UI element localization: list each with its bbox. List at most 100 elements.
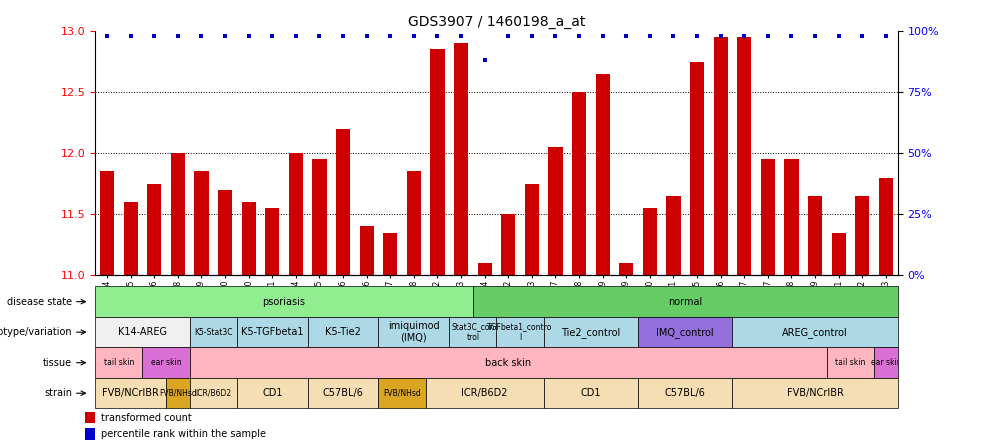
Bar bbox=[289, 153, 303, 275]
Bar bbox=[425, 378, 543, 408]
Bar bbox=[731, 317, 897, 347]
Bar bbox=[194, 171, 208, 275]
Point bbox=[359, 32, 375, 40]
Bar bbox=[241, 202, 256, 275]
Text: disease state: disease state bbox=[7, 297, 72, 307]
Point bbox=[216, 32, 232, 40]
Point bbox=[476, 57, 492, 64]
Point bbox=[735, 32, 752, 40]
Text: strain: strain bbox=[44, 388, 72, 398]
Bar bbox=[336, 129, 350, 275]
Text: CD1: CD1 bbox=[580, 388, 600, 398]
Bar bbox=[736, 37, 750, 275]
Bar bbox=[236, 317, 308, 347]
Bar bbox=[472, 286, 897, 317]
Text: TGFbeta1_contro
l: TGFbeta1_contro l bbox=[487, 322, 552, 342]
Point bbox=[500, 32, 516, 40]
Bar bbox=[360, 226, 374, 275]
Bar bbox=[142, 348, 189, 378]
Text: transformed count: transformed count bbox=[101, 413, 191, 424]
Bar bbox=[85, 412, 95, 424]
Text: tissue: tissue bbox=[43, 358, 72, 368]
Bar bbox=[731, 378, 897, 408]
Bar bbox=[308, 378, 378, 408]
Bar bbox=[543, 378, 637, 408]
Text: IMQ_control: IMQ_control bbox=[656, 327, 713, 337]
Text: C57BL/6: C57BL/6 bbox=[323, 388, 363, 398]
Bar bbox=[189, 348, 826, 378]
Bar bbox=[95, 317, 189, 347]
Text: FVB/NCrIBR: FVB/NCrIBR bbox=[786, 388, 843, 398]
Text: Stat3C_con
trol: Stat3C_con trol bbox=[451, 322, 494, 342]
Point bbox=[264, 32, 280, 40]
Bar bbox=[571, 92, 585, 275]
Bar bbox=[873, 348, 897, 378]
Bar bbox=[170, 153, 184, 275]
Point bbox=[783, 32, 799, 40]
Text: percentile rank within the sample: percentile rank within the sample bbox=[101, 429, 266, 440]
Bar bbox=[637, 378, 731, 408]
Bar bbox=[808, 196, 822, 275]
Bar bbox=[524, 184, 538, 275]
Text: ICR/B6D2: ICR/B6D2 bbox=[461, 388, 507, 398]
Point bbox=[193, 32, 209, 40]
Bar bbox=[189, 378, 236, 408]
Text: C57BL/6: C57BL/6 bbox=[664, 388, 705, 398]
Text: FVB/NHsd: FVB/NHsd bbox=[383, 388, 421, 398]
Bar bbox=[407, 171, 421, 275]
Point bbox=[99, 32, 115, 40]
Text: K14-AREG: K14-AREG bbox=[118, 327, 166, 337]
Point bbox=[547, 32, 563, 40]
Bar bbox=[166, 378, 189, 408]
Bar bbox=[454, 43, 468, 275]
Bar bbox=[855, 196, 869, 275]
Bar bbox=[618, 263, 632, 275]
Bar bbox=[308, 317, 378, 347]
Point bbox=[760, 32, 776, 40]
Text: FVB/NHsd: FVB/NHsd bbox=[159, 388, 196, 398]
Bar bbox=[543, 317, 637, 347]
Point bbox=[688, 32, 704, 40]
Bar bbox=[378, 317, 449, 347]
Text: ear skin: ear skin bbox=[150, 358, 181, 367]
Bar bbox=[642, 208, 656, 275]
Bar bbox=[95, 348, 142, 378]
Bar bbox=[95, 286, 472, 317]
Bar bbox=[383, 233, 397, 275]
Bar bbox=[496, 317, 543, 347]
Text: imiquimod
(IMQ): imiquimod (IMQ) bbox=[388, 321, 439, 343]
Bar bbox=[712, 37, 727, 275]
Bar bbox=[217, 190, 231, 275]
Bar bbox=[265, 208, 280, 275]
Point bbox=[335, 32, 351, 40]
Bar bbox=[430, 49, 444, 275]
Text: K5-TGFbeta1: K5-TGFbeta1 bbox=[240, 327, 304, 337]
Point bbox=[523, 32, 539, 40]
Text: back skin: back skin bbox=[485, 358, 531, 368]
Text: AREG_control: AREG_control bbox=[782, 327, 847, 337]
Text: CD1: CD1 bbox=[262, 388, 283, 398]
Text: psoriasis: psoriasis bbox=[263, 297, 306, 307]
Point bbox=[854, 32, 870, 40]
Point bbox=[453, 32, 469, 40]
Bar bbox=[147, 184, 161, 275]
Point bbox=[382, 32, 398, 40]
Point bbox=[877, 32, 893, 40]
Text: normal: normal bbox=[667, 297, 701, 307]
Point bbox=[240, 32, 257, 40]
Bar bbox=[312, 159, 327, 275]
Text: K5-Tie2: K5-Tie2 bbox=[325, 327, 361, 337]
Point bbox=[288, 32, 304, 40]
Point bbox=[807, 32, 823, 40]
Bar bbox=[826, 348, 873, 378]
Text: ICR/B6D2: ICR/B6D2 bbox=[195, 388, 231, 398]
Text: tail skin: tail skin bbox=[103, 358, 134, 367]
Bar bbox=[95, 378, 166, 408]
Point bbox=[169, 32, 185, 40]
Text: ear skin: ear skin bbox=[870, 358, 901, 367]
Point bbox=[664, 32, 680, 40]
Text: genotype/variation: genotype/variation bbox=[0, 327, 72, 337]
Point bbox=[146, 32, 162, 40]
Bar bbox=[123, 202, 137, 275]
Bar bbox=[665, 196, 680, 275]
